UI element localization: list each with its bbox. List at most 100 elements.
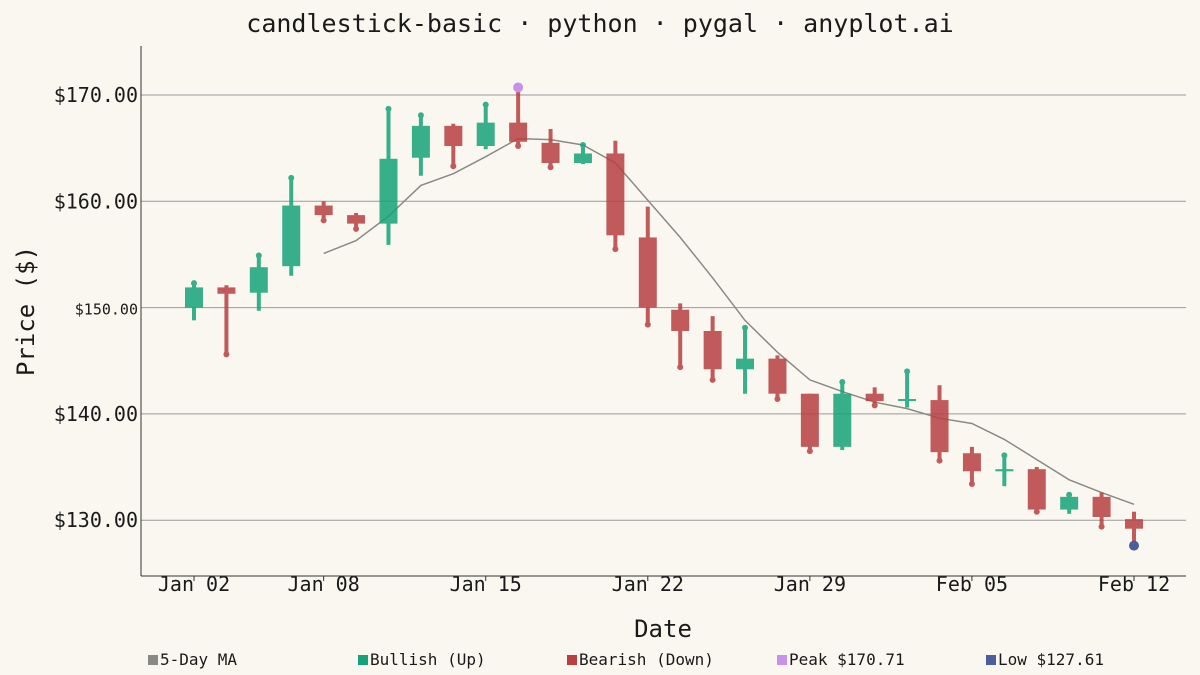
legend-item: Bullish (Up) xyxy=(358,651,486,669)
candle-extreme-dot xyxy=(255,252,262,259)
candle xyxy=(833,379,852,451)
low-marker xyxy=(1129,540,1139,551)
candle xyxy=(314,201,333,224)
candle xyxy=(444,123,463,170)
candle xyxy=(282,174,301,276)
candle-extreme-dot xyxy=(1033,508,1040,515)
y-tick-label: $160.00 xyxy=(54,189,138,213)
candle xyxy=(217,285,236,358)
candle xyxy=(703,316,722,383)
legend-label: Low $127.61 xyxy=(998,650,1104,669)
candle-extreme-dot xyxy=(223,351,230,358)
candle-body xyxy=(282,205,301,267)
legend-swatch xyxy=(986,655,996,665)
y-tick-label: $150.00 xyxy=(75,301,138,319)
y-tick-label: $130.00 xyxy=(54,508,138,532)
candle-body xyxy=(1027,469,1046,510)
candle-extreme-dot xyxy=(612,246,619,253)
x-axis-label: Date xyxy=(634,615,692,643)
candle xyxy=(509,87,528,150)
candle xyxy=(962,446,981,488)
candle-extreme-dot xyxy=(1001,452,1008,459)
candle-extreme-dot xyxy=(936,457,943,464)
candle-extreme-dot xyxy=(806,448,813,455)
candle xyxy=(638,206,657,328)
candle-body xyxy=(800,393,819,447)
candle-body xyxy=(865,393,884,402)
candle-extreme-dot xyxy=(968,481,975,488)
candle-body xyxy=(606,153,625,236)
candle-body xyxy=(768,358,787,394)
candle xyxy=(930,385,949,464)
candle xyxy=(573,141,592,165)
candle-extreme-dot xyxy=(417,112,424,119)
legend-label: Bullish (Up) xyxy=(370,650,486,669)
legend-item: Peak $170.71 xyxy=(777,651,905,669)
candle-body xyxy=(703,330,722,370)
candle-body xyxy=(995,469,1014,472)
candle xyxy=(898,368,917,408)
y-axis-tick-labels: $170.00 $160.00 $150.00 $140.00 $130.00 xyxy=(54,83,138,532)
candle-extreme-dot xyxy=(644,321,651,328)
candle-extreme-dot xyxy=(839,379,846,386)
candle xyxy=(249,252,268,311)
candle-body xyxy=(411,125,430,158)
candle-body xyxy=(638,237,657,308)
candle-body xyxy=(509,122,528,142)
candle xyxy=(606,140,625,253)
candle-body xyxy=(898,399,917,402)
y-tick-label: $140.00 xyxy=(54,402,138,426)
legend-label: 5-Day MA xyxy=(160,650,238,669)
candle-body xyxy=(314,205,333,216)
extreme-markers xyxy=(513,82,1139,551)
candle xyxy=(379,105,398,245)
legend-item: Low $127.61 xyxy=(986,651,1104,669)
candle-extreme-dot xyxy=(709,376,716,383)
candle-body xyxy=(541,142,560,164)
legend-item: Bearish (Down) xyxy=(567,651,714,669)
y-axis-label: Price ($) xyxy=(12,246,40,376)
candle-body xyxy=(962,453,981,472)
candle-body xyxy=(217,287,236,294)
candle xyxy=(671,303,690,371)
candle-body xyxy=(379,158,398,224)
candle xyxy=(865,387,884,409)
legend-swatch xyxy=(148,655,158,665)
candle-extreme-dot xyxy=(774,396,781,403)
candle-body xyxy=(1125,519,1143,529)
moving-average-series xyxy=(323,137,1135,506)
candle-extreme-dot xyxy=(450,163,457,170)
chart-title: candlestick-basic · python · pygal · any… xyxy=(246,9,953,38)
candle-extreme-dot xyxy=(482,101,489,108)
legend-swatch xyxy=(777,655,787,665)
legend-label: Bearish (Down) xyxy=(579,650,714,669)
candle xyxy=(1060,491,1079,514)
ma-line xyxy=(323,137,1135,506)
candle-extreme-dot xyxy=(1098,523,1105,530)
candle-extreme-dot xyxy=(904,368,911,375)
candle-body xyxy=(736,358,755,370)
candle-body xyxy=(573,153,592,164)
candle xyxy=(476,101,495,150)
candle xyxy=(995,452,1014,487)
candle-extreme-dot xyxy=(579,141,586,148)
candle xyxy=(736,324,755,394)
candle-body xyxy=(930,400,949,453)
y-tick-label: $170.00 xyxy=(54,83,138,107)
candle-body xyxy=(185,287,203,308)
legend-label: Peak $170.71 xyxy=(789,650,905,669)
grid-lines xyxy=(141,94,1186,521)
candles-series xyxy=(185,87,1143,549)
legend-swatch xyxy=(567,655,577,665)
candle-body xyxy=(1092,496,1111,518)
candle xyxy=(1092,492,1111,530)
legend-swatch xyxy=(358,655,368,665)
candle-extreme-dot xyxy=(385,105,392,112)
candle-extreme-dot xyxy=(320,217,327,224)
candle-body xyxy=(476,122,495,147)
candle xyxy=(411,112,430,176)
candle-extreme-dot xyxy=(742,324,749,331)
candle xyxy=(541,129,560,171)
candle-extreme-dot xyxy=(288,174,295,181)
